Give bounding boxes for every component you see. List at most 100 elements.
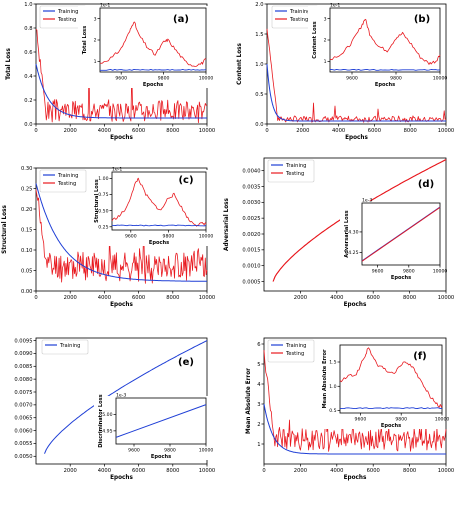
legend-label-training: Training [59, 343, 80, 349]
y-tick-label: 0.25 [98, 224, 108, 230]
y-tick-label: 3 [324, 16, 327, 22]
y-tick-label: 0.0055 [14, 441, 32, 447]
x-tick-label: 10000 [199, 234, 214, 240]
x-tick-label: 10000 [438, 468, 455, 474]
y-tick-label: 2 [257, 422, 260, 428]
y-tick-label: 0.0075 [14, 390, 32, 396]
y-tick-label: 2.0 [255, 2, 263, 8]
y-tick-label: 0.25 [21, 186, 33, 192]
y-tick-label: 0.0 [255, 122, 263, 128]
inset-training-line [339, 407, 443, 410]
x-tick-label: 9600 [355, 417, 367, 423]
panel-tag: (a) [173, 14, 189, 25]
y-axis-label: Total Loss [6, 47, 12, 79]
x-tick-label: 6000 [367, 295, 380, 301]
inset-exponent-label: 1e-3 [116, 393, 126, 399]
y-tick-label: 1 [257, 442, 260, 448]
y-tick-label: 6 [257, 342, 260, 348]
inset-e: 9600 9800 10000 4.95 5.00 Epochs Discriminator… [94, 393, 214, 460]
y-tick-label: 0.5 [255, 92, 263, 98]
y-tick-label: 1 [94, 59, 97, 65]
x-tick-label: 6000 [132, 468, 145, 474]
legend-label-testing: Testing [285, 351, 304, 357]
y-axis-label: Content Loss [237, 43, 243, 85]
x-tick-label: 8000 [404, 128, 417, 134]
legend-box [41, 339, 89, 355]
x-axis-label: Epochs [391, 275, 411, 281]
x-tick-label: 9800 [163, 234, 175, 240]
plot-frame [329, 7, 441, 73]
y-tick-label: 0.0005 [242, 279, 260, 285]
y-tick-label: 0.0040 [242, 168, 260, 174]
y-axis-label: Discriminator Loss [0, 371, 2, 431]
x-tick-label: 9600 [128, 448, 140, 454]
y-tick-label: 0.0090 [14, 351, 32, 357]
panel-e: 2000 4000 6000 8000 10000 0.0050 0.0055 0.0060 0… [0, 337, 215, 481]
x-tick-label: 10000 [199, 128, 216, 134]
inset-b: 9600 9800 10000 1 2 3 Epochs Content Loss 1e-1 [308, 3, 447, 88]
y-tick-label: 0.0025 [242, 216, 260, 222]
y-axis-label: Adversarial Loss [224, 197, 230, 251]
y-tick-label: 4.95 [102, 428, 112, 434]
x-tick-label: 0 [34, 295, 37, 301]
inset-testing-line [99, 21, 207, 67]
x-tick-label: 10000 [435, 417, 450, 423]
x-tick-label: 4000 [332, 128, 345, 134]
inset-testing-line [111, 177, 207, 227]
y-tick-label: 0.0080 [14, 377, 32, 383]
x-axis-label: Epochs [345, 135, 368, 141]
inset-training-line [115, 404, 207, 438]
y-tick-label: 2 [94, 38, 97, 44]
x-axis-label: Epochs [110, 475, 133, 481]
panel-tag: (d) [418, 179, 434, 190]
y-tick-label: 0.20 [21, 207, 33, 213]
x-tick-label: 9600 [125, 234, 137, 240]
x-tick-label: 10000 [438, 128, 455, 134]
x-tick-label: 8000 [166, 295, 179, 301]
y-axis-label: Structural Loss [2, 205, 8, 254]
y-tick-label: 4.30 [348, 230, 358, 236]
x-tick-label: 4000 [330, 295, 343, 301]
inset-testing-line [361, 207, 441, 262]
testing-series-line [263, 350, 447, 452]
x-tick-label: 9800 [164, 448, 176, 454]
y-tick-label: 0.8 [24, 26, 32, 32]
training-series-line [35, 183, 207, 282]
y-tick-label: 1.00 [98, 176, 108, 182]
x-tick-label: 6000 [132, 295, 145, 301]
y-tick-label: 2 [324, 38, 327, 44]
y-tick-label: 0.0070 [14, 403, 32, 409]
y-tick-label: 0.15 [21, 227, 33, 233]
y-tick-label: 1.0 [329, 384, 336, 390]
y-axis-label: Content Loss [312, 21, 318, 58]
y-tick-label: 0.0085 [14, 364, 32, 370]
y-tick-label: 0.0020 [242, 232, 260, 238]
x-tick-label: 9800 [395, 417, 407, 423]
y-tick-label: 5 [257, 362, 260, 368]
panel-a: 0 2000 4000 6000 8000 10000 0.0 0.2 0.4 0.6 0.8 1.0… [6, 2, 215, 141]
x-tick-label: 4000 [98, 295, 111, 301]
x-tick-label: 2000 [64, 295, 77, 301]
panel-f: 0 2000 4000 6000 8000 10000 1 2 3 4 5 6 Epochs Mean A… [246, 337, 455, 481]
inset-exponent-label: 1e-1 [100, 3, 110, 9]
y-tick-label: 1.0 [24, 2, 32, 8]
x-tick-label: 9800 [390, 76, 402, 82]
panel-tag: (f) [413, 351, 427, 362]
x-tick-label: 8000 [166, 468, 179, 474]
x-tick-label: 2000 [294, 468, 307, 474]
y-tick-label: 0.30 [21, 166, 33, 172]
inset-testing-line [339, 347, 443, 408]
legend-label-training: Training [57, 9, 78, 15]
panel-b: 0 2000 4000 6000 8000 10000 0.0 0.5 1.0 1.5 2.0 Epo… [237, 2, 454, 141]
x-tick-label: 4000 [98, 128, 111, 134]
x-tick-label: 10000 [199, 448, 214, 454]
x-tick-label: 0 [34, 128, 37, 134]
plot-frame [361, 202, 441, 266]
legend-label-training: Training [57, 173, 78, 179]
y-tick-label: 3 [257, 402, 260, 408]
x-tick-label: 9800 [158, 76, 170, 82]
y-tick-label: 0.0035 [242, 184, 260, 190]
panel-d: 2000 4000 6000 8000 10000 0.0005 0.0010 0.0015 0… [224, 157, 454, 308]
y-tick-label: 4.25 [348, 250, 358, 256]
